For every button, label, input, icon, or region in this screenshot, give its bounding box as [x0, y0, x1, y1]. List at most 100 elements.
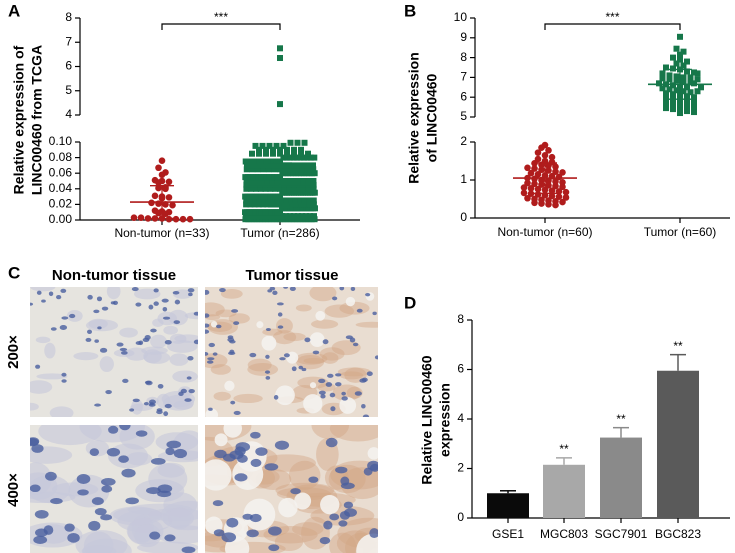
tissue-texture [205, 353, 228, 369]
tissue-texture [311, 319, 339, 329]
significance-label: ** [673, 339, 683, 353]
data-point [274, 178, 281, 184]
data-point [298, 162, 304, 169]
y-axis-title: of LINC00460 [424, 73, 440, 162]
data-point [264, 178, 271, 184]
tissue-texture [275, 385, 295, 406]
data-point [559, 183, 566, 191]
tissue-texture [298, 365, 304, 370]
data-point [310, 166, 317, 173]
data-point [277, 158, 283, 165]
data-point [243, 185, 250, 192]
tissue-texture [289, 287, 296, 292]
tissue-texture [30, 302, 34, 306]
tissue-texture [49, 406, 74, 417]
y-tick-label: 5 [65, 83, 72, 97]
tissue-texture [309, 287, 337, 302]
data-point [259, 142, 266, 149]
y-tick-label: 6 [457, 362, 464, 376]
data-point [249, 166, 256, 173]
data-point [673, 60, 680, 67]
data-point [548, 153, 556, 161]
tissue-texture [48, 291, 54, 297]
data-point [304, 166, 311, 173]
data-point [266, 142, 273, 149]
micrograph [30, 425, 198, 553]
tissue-texture [108, 425, 119, 434]
tissue-texture [164, 534, 176, 542]
tissue-texture [205, 313, 210, 318]
tissue-texture [338, 520, 348, 527]
data-point [680, 62, 687, 69]
data-point [165, 194, 173, 201]
data-point [302, 201, 309, 208]
data-point [291, 150, 297, 157]
tissue-texture [341, 391, 346, 396]
data-point [277, 55, 283, 62]
tissue-texture [118, 455, 129, 463]
data-point [552, 178, 559, 185]
tissue-texture [50, 498, 63, 505]
data-point [255, 201, 262, 208]
data-point [684, 103, 690, 110]
data-point [262, 162, 268, 169]
tissue-texture [207, 360, 214, 364]
tissue-texture [88, 520, 101, 531]
tissue-texture [276, 302, 284, 306]
panel-label: B [404, 1, 416, 20]
tissue-texture [229, 349, 235, 354]
tissue-texture [337, 367, 371, 377]
tissue-texture [100, 514, 113, 521]
tissue-texture [36, 290, 42, 295]
data-point [559, 198, 566, 206]
tissue-texture [76, 474, 91, 484]
data-point [263, 146, 269, 153]
tissue-texture [169, 353, 189, 366]
tissue-texture [220, 288, 243, 299]
data-point [254, 166, 261, 173]
data-point [562, 188, 570, 196]
data-point [673, 73, 680, 80]
data-point [527, 185, 535, 192]
data-point [243, 181, 250, 188]
data-point [677, 33, 683, 40]
data-point [281, 185, 288, 192]
tissue-texture [250, 458, 262, 467]
data-point [277, 209, 283, 216]
tissue-texture [187, 355, 194, 361]
data-point [311, 213, 317, 220]
tissue-texture [301, 367, 307, 372]
tissue-texture [60, 288, 67, 293]
data-point [684, 98, 690, 105]
data-point [253, 178, 260, 184]
data-point [285, 201, 292, 208]
data-point [283, 213, 289, 220]
data-point [247, 197, 254, 204]
data-point [527, 190, 535, 197]
data-point [280, 142, 287, 149]
tissue-texture [275, 482, 335, 499]
data-point [298, 201, 305, 208]
data-point [531, 199, 538, 207]
data-point [300, 178, 307, 184]
tissue-texture [304, 337, 311, 343]
tissue-texture [77, 489, 89, 496]
tissue-texture [223, 425, 243, 438]
data-point [670, 65, 676, 72]
y-axis-title: Relative expression of [11, 45, 27, 194]
tissue-texture [278, 497, 298, 518]
tissue-texture [188, 389, 195, 394]
data-point [288, 166, 295, 173]
tissue-texture [146, 487, 161, 495]
tissue-texture [356, 308, 363, 313]
tissue-texture [205, 329, 210, 334]
tissue-texture [144, 334, 151, 340]
tissue-texture [367, 447, 378, 460]
data-point [158, 157, 166, 165]
data-point [666, 72, 673, 79]
tissue-texture [193, 339, 198, 345]
tissue-texture [277, 325, 284, 329]
y-tick-label: 0 [457, 510, 464, 524]
tissue-texture [224, 380, 235, 391]
data-point [520, 184, 528, 191]
